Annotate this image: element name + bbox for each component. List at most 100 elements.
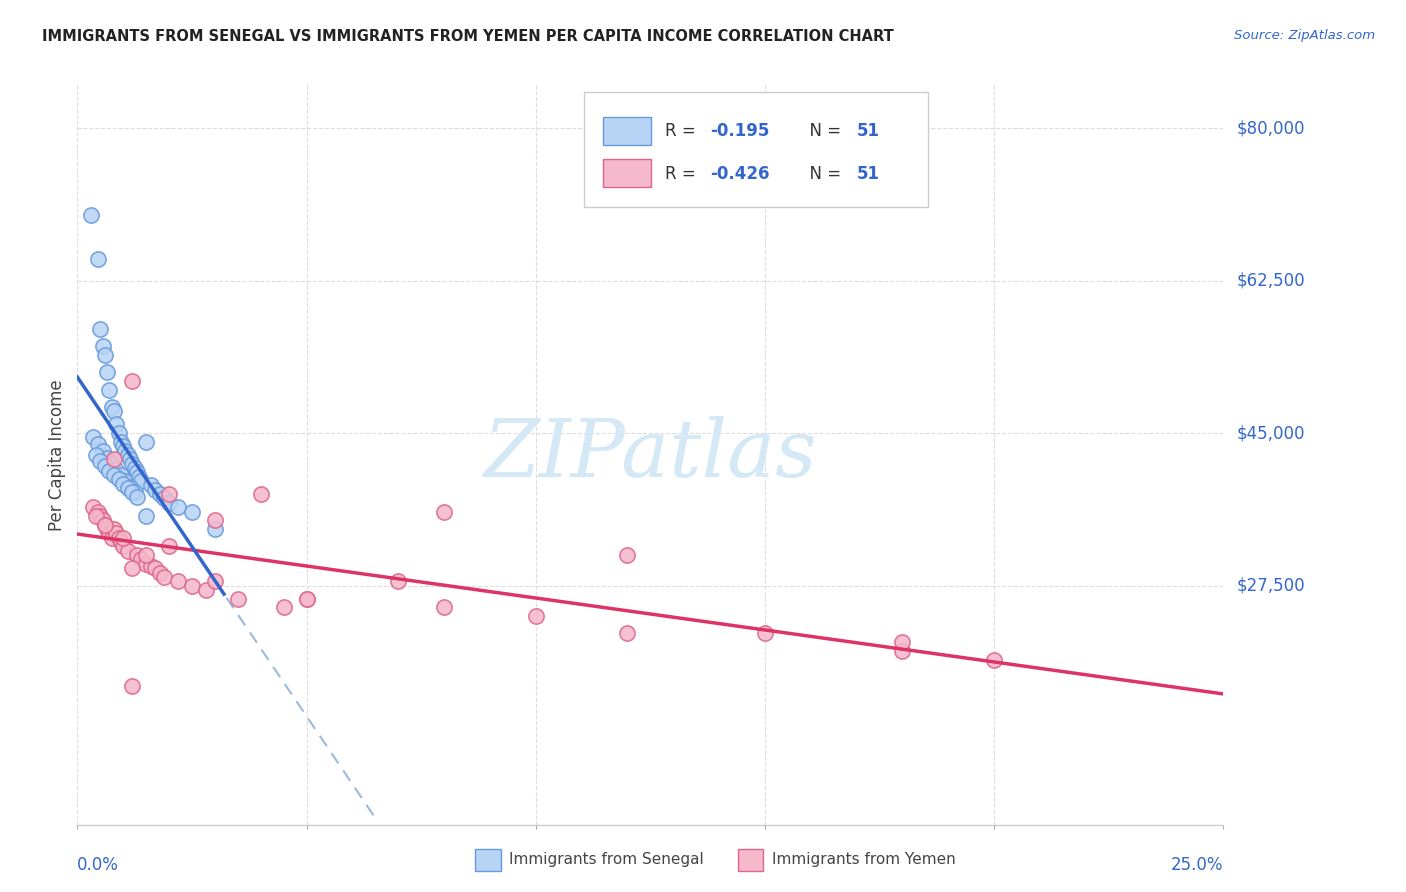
- Point: [112, 439, 135, 453]
- Point: [204, 574, 226, 589]
- Point: [114, 474, 136, 488]
- Text: R =: R =: [665, 122, 702, 140]
- Point: [103, 452, 125, 467]
- Text: 51: 51: [856, 122, 880, 140]
- Point: [249, 487, 271, 501]
- Point: [91, 513, 114, 527]
- Text: -0.426: -0.426: [710, 165, 769, 183]
- Point: [98, 464, 121, 478]
- Point: [110, 434, 132, 449]
- Point: [157, 487, 180, 501]
- Point: [149, 487, 172, 501]
- Point: [121, 561, 143, 575]
- Point: [153, 491, 176, 506]
- Point: [107, 531, 129, 545]
- Point: [121, 679, 143, 693]
- Point: [524, 609, 547, 624]
- Point: [107, 472, 129, 486]
- Point: [387, 574, 409, 589]
- Point: [157, 496, 180, 510]
- Point: [98, 526, 121, 541]
- Point: [891, 644, 914, 658]
- Point: [94, 517, 117, 532]
- Point: [226, 591, 249, 606]
- FancyBboxPatch shape: [603, 159, 651, 187]
- Text: N =: N =: [799, 165, 846, 183]
- Point: [149, 566, 172, 580]
- Point: [118, 480, 141, 494]
- Point: [125, 548, 148, 562]
- Point: [89, 321, 111, 335]
- Point: [157, 540, 180, 554]
- Point: [100, 531, 122, 545]
- Point: [131, 552, 153, 566]
- Point: [273, 600, 295, 615]
- Point: [100, 400, 122, 414]
- Point: [983, 652, 1005, 666]
- Point: [167, 574, 190, 589]
- Point: [94, 348, 117, 362]
- Point: [87, 504, 110, 518]
- Point: [110, 467, 132, 482]
- Text: $45,000: $45,000: [1237, 424, 1306, 442]
- FancyBboxPatch shape: [583, 92, 928, 207]
- Point: [117, 448, 139, 462]
- Text: $80,000: $80,000: [1237, 120, 1306, 137]
- Point: [295, 591, 318, 606]
- Point: [91, 339, 114, 353]
- Point: [131, 474, 153, 488]
- Point: [135, 557, 157, 571]
- Point: [433, 504, 456, 518]
- Text: N =: N =: [799, 122, 846, 140]
- Point: [96, 522, 118, 536]
- Point: [121, 374, 143, 388]
- Text: Immigrants from Senegal: Immigrants from Senegal: [509, 853, 704, 867]
- Point: [82, 430, 104, 444]
- Text: R =: R =: [665, 165, 702, 183]
- Point: [295, 591, 318, 606]
- Point: [125, 490, 148, 504]
- Point: [891, 635, 914, 649]
- Point: [105, 526, 128, 541]
- Point: [80, 208, 103, 222]
- Point: [105, 463, 128, 477]
- Point: [135, 434, 157, 449]
- Point: [105, 417, 128, 432]
- Point: [204, 522, 226, 536]
- Point: [87, 252, 110, 266]
- Point: [754, 626, 776, 640]
- Point: [112, 476, 135, 491]
- Point: [94, 459, 117, 474]
- Text: $62,500: $62,500: [1237, 272, 1306, 290]
- Text: 25.0%: 25.0%: [1171, 855, 1223, 873]
- Point: [167, 500, 190, 515]
- Text: -0.195: -0.195: [710, 122, 769, 140]
- Point: [96, 365, 118, 379]
- Text: Source: ZipAtlas.com: Source: ZipAtlas.com: [1234, 29, 1375, 42]
- Point: [117, 481, 139, 495]
- Point: [135, 548, 157, 562]
- Text: IMMIGRANTS FROM SENEGAL VS IMMIGRANTS FROM YEMEN PER CAPITA INCOME CORRELATION C: IMMIGRANTS FROM SENEGAL VS IMMIGRANTS FR…: [42, 29, 894, 44]
- Text: 51: 51: [856, 165, 880, 183]
- Point: [98, 383, 121, 397]
- Point: [89, 508, 111, 523]
- Point: [204, 513, 226, 527]
- Point: [118, 452, 141, 467]
- Point: [124, 461, 146, 475]
- Point: [112, 531, 135, 545]
- Point: [112, 540, 135, 554]
- Point: [139, 558, 162, 573]
- Y-axis label: Per Capita Income: Per Capita Income: [48, 379, 66, 531]
- Point: [143, 561, 166, 575]
- Point: [180, 504, 204, 518]
- Point: [103, 522, 125, 536]
- Text: Immigrants from Yemen: Immigrants from Yemen: [772, 853, 956, 867]
- Text: 0.0%: 0.0%: [77, 855, 120, 873]
- Point: [100, 457, 122, 471]
- Point: [139, 478, 162, 492]
- Text: $27,500: $27,500: [1237, 576, 1306, 595]
- Point: [84, 448, 107, 462]
- Point: [194, 582, 217, 597]
- Point: [107, 426, 129, 441]
- Point: [125, 466, 148, 480]
